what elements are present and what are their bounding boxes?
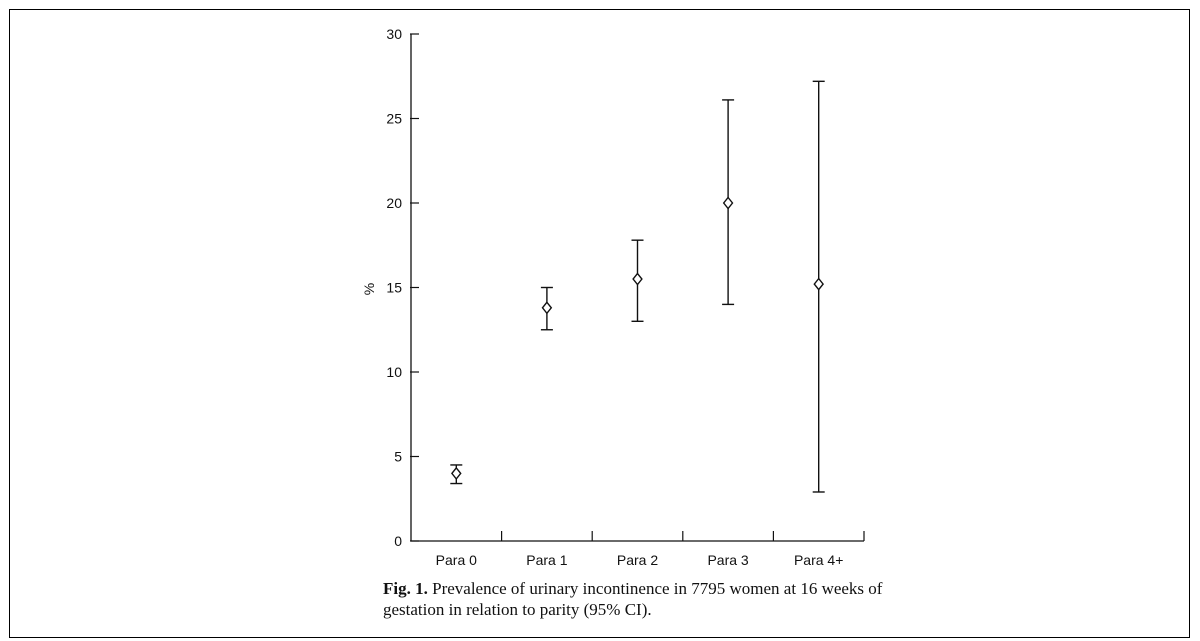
y-tick-label: 5 <box>394 449 402 465</box>
data-point-diamond <box>632 272 643 286</box>
data-point-diamond <box>722 196 734 210</box>
x-tick-label: Para 3 <box>707 552 748 568</box>
y-ticks: 0 5 10 15 20 25 30 <box>386 26 419 549</box>
caption-text: Prevalence of urinary incontinence in 77… <box>383 579 883 619</box>
data-point-diamond <box>451 466 462 481</box>
y-axis-label: % <box>361 283 377 295</box>
y-tick-label: 20 <box>386 195 402 211</box>
caption-label: Fig. 1. <box>383 579 428 598</box>
figure-caption: Fig. 1. Prevalence of urinary incontinen… <box>383 578 903 620</box>
x-ticks: Para 0 Para 1 Para 2 Para 3 Para 4+ <box>436 531 865 568</box>
x-tick-label: Para 4+ <box>794 552 843 568</box>
y-tick-label: 30 <box>386 26 402 42</box>
data-point-diamond <box>541 301 553 315</box>
y-tick-label: 25 <box>386 111 402 127</box>
data-point-diamond <box>813 277 824 291</box>
x-tick-label: Para 2 <box>617 552 658 568</box>
x-tick-label: Para 1 <box>526 552 567 568</box>
figure-frame <box>9 9 1190 638</box>
y-tick-label: 10 <box>386 364 402 380</box>
y-tick-label: 0 <box>394 533 402 549</box>
data-marks <box>450 80 825 493</box>
x-tick-label: Para 0 <box>436 552 477 568</box>
y-tick-label: 15 <box>386 280 402 296</box>
